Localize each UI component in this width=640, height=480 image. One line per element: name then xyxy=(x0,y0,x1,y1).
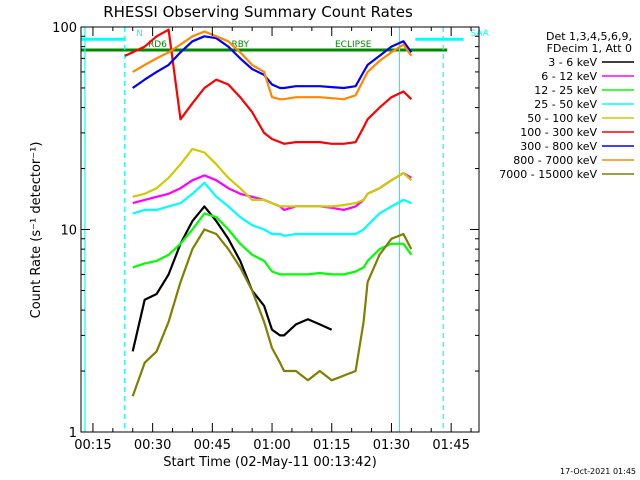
legend-label-7: 800 - 7000 keV xyxy=(513,154,597,167)
series-line-2 xyxy=(132,212,413,276)
x-tick-label-0: 00:15 xyxy=(74,438,111,453)
legend-label-2: 12 - 25 keV xyxy=(534,84,597,97)
series-line-3 xyxy=(132,181,412,237)
legend-label-4: 50 - 100 keV xyxy=(527,112,597,125)
legend-header-line-1: Det 1,3,4,5,6,9, xyxy=(546,30,632,43)
x-axis: 00:15 00:30 00:45 01:00 01:15 01:30 01:45 xyxy=(74,27,472,453)
x-tick-label-5: 01:30 xyxy=(373,438,410,453)
x-tick-label-3: 01:00 xyxy=(253,438,290,453)
legend-label-3: 25 - 50 keV xyxy=(534,98,597,111)
y-tick-label-2: 100 xyxy=(52,21,77,36)
flag-label-0: N xyxy=(136,29,143,39)
series-line-6 xyxy=(132,35,413,90)
x-tick-label-6: 01:45 xyxy=(432,438,469,453)
series-line-0 xyxy=(131,205,333,352)
legend-label-6: 300 - 800 keV xyxy=(520,140,597,153)
y-axis: 1 10 100 xyxy=(52,21,479,441)
series-line-8 xyxy=(131,228,413,397)
series-line-4 xyxy=(132,147,413,208)
flag-label-2: RD6 xyxy=(148,40,167,50)
x-tick-label-4: 01:15 xyxy=(313,438,350,453)
x-tick-label-1: 00:30 xyxy=(134,438,171,453)
legend-label-5: 100 - 300 keV xyxy=(520,126,597,139)
y-tick-label-1: 10 xyxy=(60,224,77,239)
series-line-7 xyxy=(132,30,413,101)
legend-header-line-2: FDecim 1, Att 0 xyxy=(547,42,632,55)
series-lines xyxy=(124,28,413,397)
y-tick-label-0: 1 xyxy=(69,426,77,441)
legend-label-8: 7000 - 15000 keV xyxy=(499,168,597,181)
flag-label-1: SAA xyxy=(470,29,489,39)
flag-label-3: RBY xyxy=(232,40,250,50)
legend-label-1: 6 - 12 keV xyxy=(541,70,597,83)
series-line-5 xyxy=(124,28,413,145)
legend: Det 1,3,4,5,6,9, FDecim 1, Att 0 3 - 6 k… xyxy=(499,30,634,181)
x-axis-label: Start Time (02-May-11 00:13:42) xyxy=(163,455,377,470)
y-axis-label: Count Rate (s⁻¹ detector⁻¹) xyxy=(29,142,44,319)
flag-label-4: ECLIPSE xyxy=(335,40,372,50)
legend-label-0: 3 - 6 keV xyxy=(548,56,597,69)
x-tick-label-2: 00:45 xyxy=(194,438,231,453)
footer-date: 17-Oct-2021 01:45 xyxy=(560,467,636,476)
chart-title: RHESSI Observing Summary Count Rates xyxy=(103,3,413,21)
